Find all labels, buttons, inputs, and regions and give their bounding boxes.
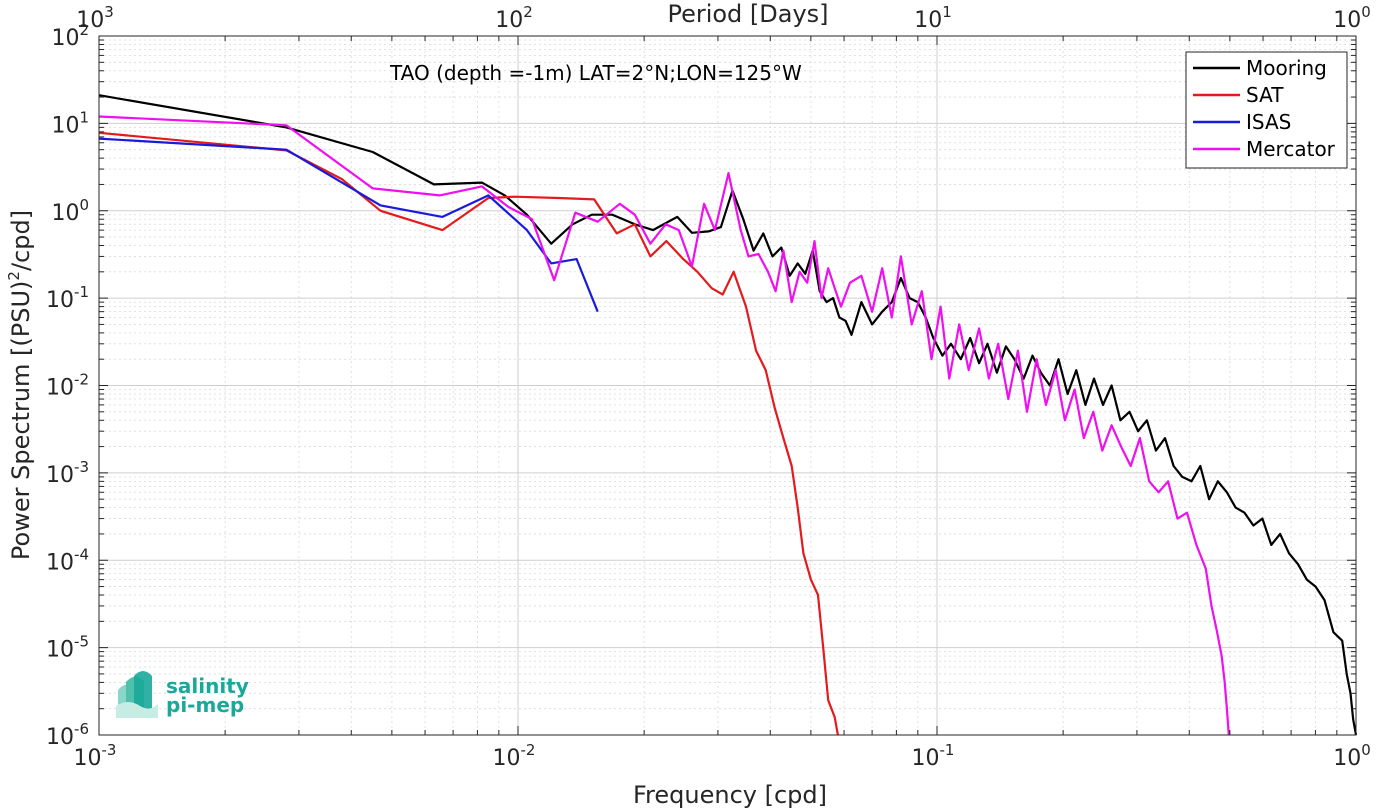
- y-tick-label: 10-2: [46, 371, 89, 401]
- top-tick-label: 100: [1333, 3, 1371, 33]
- x-tick-label: 10-2: [493, 741, 536, 771]
- legend-label-sat: SAT: [1246, 83, 1284, 107]
- x-tick-labels: 10-3 10-2 10-1 100: [74, 741, 1371, 771]
- top-tick-label-base: 10: [1333, 8, 1361, 33]
- y-tick-label-base: 10: [46, 550, 74, 575]
- top-tick-label-exp: 1: [942, 3, 952, 21]
- legend: Mooring SAT ISAS Mercator: [1185, 51, 1348, 169]
- y-tick-label: 10-6: [46, 720, 89, 750]
- x-tick-label-base: 10: [74, 746, 102, 771]
- y-axis-label: Power Spectrum [(PSU)2/cpd]: [5, 210, 35, 560]
- top-tick-label-exp: 2: [523, 3, 533, 21]
- top-tick-labels: 103 102 101 100: [76, 3, 1371, 33]
- y-tick-label-exp: 1: [79, 108, 89, 126]
- x-tick-label: 10-1: [912, 741, 955, 771]
- top-tick-label-base: 10: [76, 8, 104, 33]
- y-axis-label-sup: 2: [5, 271, 23, 281]
- top-tick-label-base: 10: [495, 8, 523, 33]
- x-tick-label: 10-3: [74, 741, 117, 771]
- x-tick-label: 100: [1333, 741, 1371, 771]
- salinity-pi-mep-logo: salinity pi-mep: [116, 671, 249, 718]
- y-tick-label: 10-4: [46, 545, 89, 575]
- y-axis-label-tail: /cpd]: [7, 210, 35, 271]
- x-tick-label-exp: -2: [521, 741, 536, 759]
- x-tick-label-base: 10: [1333, 746, 1361, 771]
- y-tick-label-base: 10: [46, 288, 74, 313]
- y-tick-label-exp: 2: [79, 21, 89, 39]
- chart-annotation: TAO (depth =-1m) LAT=2°N;LON=125°W: [389, 61, 802, 85]
- x-tick-label-base: 10: [493, 746, 521, 771]
- y-tick-label-exp: -4: [74, 545, 89, 563]
- top-tick-label-exp: 0: [1361, 3, 1371, 21]
- y-tick-label: 101: [51, 108, 89, 138]
- y-tick-label-base: 10: [46, 463, 74, 488]
- y-tick-label-base: 10: [46, 376, 74, 401]
- legend-label-mercator: Mercator: [1246, 137, 1336, 161]
- x-tick-label-exp: 0: [1361, 741, 1371, 759]
- logo-text-line1: salinity: [166, 674, 249, 698]
- y-tick-label-exp: -2: [74, 371, 89, 389]
- x-tick-label-exp: -3: [102, 741, 117, 759]
- y-tick-label: 10-1: [46, 283, 89, 313]
- series-line-mercator: [98, 115, 1230, 736]
- y-tick-label: 100: [51, 196, 89, 226]
- series-line-isas: [98, 137, 599, 313]
- y-tick-label-base: 10: [46, 725, 74, 750]
- y-tick-label-exp: -1: [74, 283, 89, 301]
- x-tick-label-exp: -1: [940, 741, 955, 759]
- y-tick-label-base: 10: [51, 201, 79, 226]
- top-tick-label: 102: [495, 3, 533, 33]
- x2-axis-label: Period [Days]: [667, 0, 828, 28]
- y-tick-label: 10-3: [46, 458, 89, 488]
- legend-label-mooring: Mooring: [1246, 56, 1327, 80]
- y-tick-label-exp: 0: [79, 196, 89, 214]
- top-tick-label: 101: [914, 3, 952, 33]
- legend-label-isas: ISAS: [1246, 110, 1291, 134]
- y-tick-label-base: 10: [46, 638, 74, 663]
- y-tick-label-exp: -3: [74, 458, 89, 476]
- y-tick-label: 10-5: [46, 633, 89, 663]
- y-tick-label-exp: -5: [74, 633, 89, 651]
- top-tick-label-exp: 3: [104, 3, 114, 21]
- tick-marks: [98, 35, 1357, 736]
- y-tick-label-exp: -6: [74, 720, 89, 738]
- x-axis-label: Frequency [cpd]: [633, 781, 827, 809]
- y-tick-label-base: 10: [51, 26, 79, 51]
- series-layer: [98, 94, 1358, 736]
- x-tick-label-base: 10: [912, 746, 940, 771]
- series-line-sat: [98, 131, 839, 736]
- y-tick-label: 102: [51, 21, 89, 51]
- logo-text-line2: pi-mep: [166, 693, 244, 717]
- top-tick-label: 103: [76, 3, 114, 33]
- logo-waves-icon: [116, 671, 158, 718]
- top-tick-label-base: 10: [914, 8, 942, 33]
- y-tick-label-base: 10: [51, 113, 79, 138]
- y-axis-label-main: Power Spectrum [(PSU): [7, 281, 35, 560]
